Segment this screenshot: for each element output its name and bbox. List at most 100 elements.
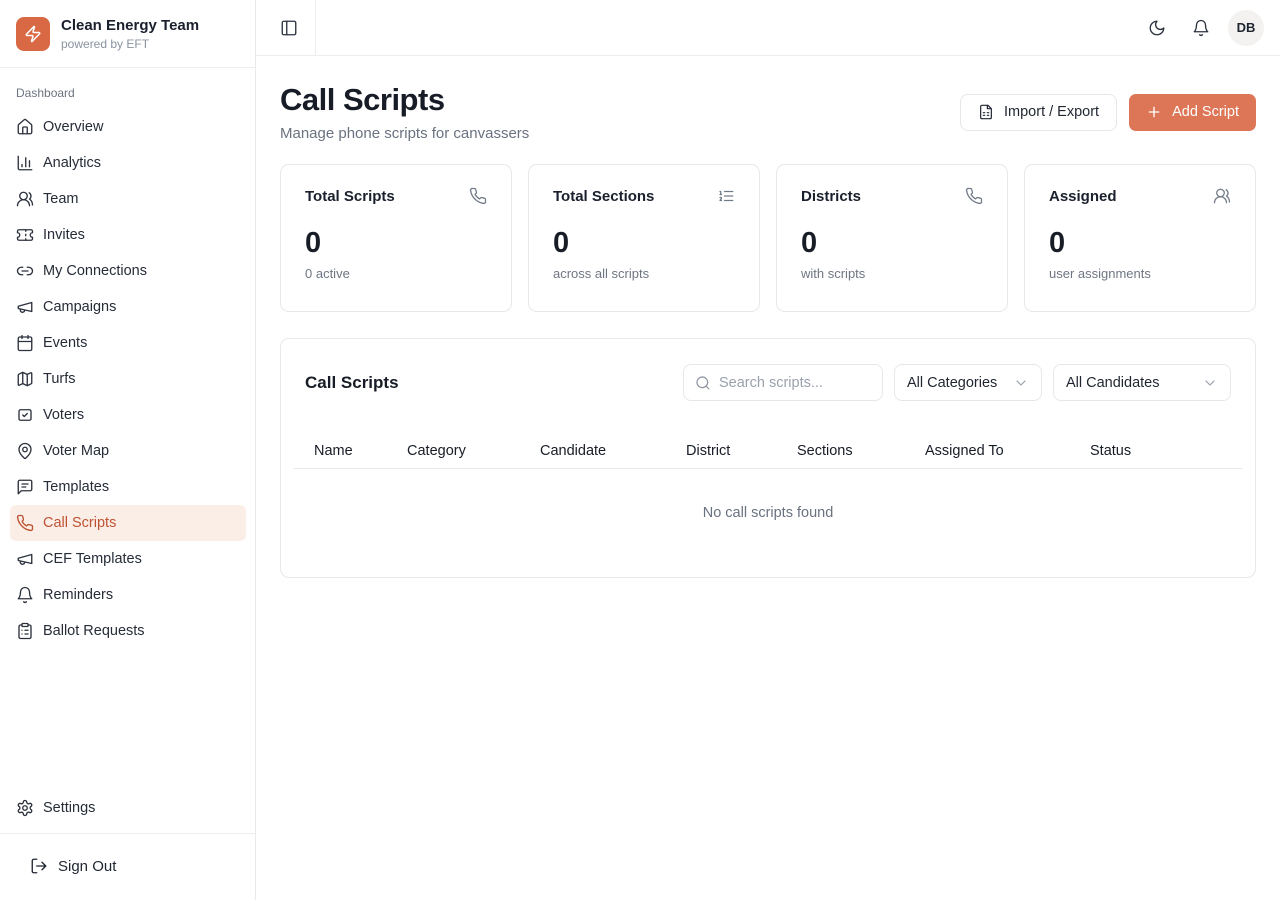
gear-icon [16,799,34,817]
sidebar-item-overview[interactable]: Overview [10,109,246,145]
sidebar-item-label: Call Scripts [43,515,117,531]
sidebar-item-voters[interactable]: Voters [10,397,246,433]
scripts-table: Name Category Candidate District Section… [294,431,1242,555]
import-export-label: Import / Export [1004,104,1100,120]
column-header-sections: Sections [789,431,917,469]
sidebar-item-voter-map[interactable]: Voter Map [10,433,246,469]
category-filter-select[interactable]: All Categories [894,364,1042,401]
panel-filters: All Categories All Candidates [683,364,1231,401]
page-title: Call Scripts [280,82,445,117]
chevron-down-icon [1202,375,1218,391]
sidebar-item-label: CEF Templates [43,551,142,567]
panel-left-icon [280,19,298,37]
megaphone-icon [16,550,34,568]
empty-state-row: No call scripts found [294,469,1242,556]
stat-subtitle: with scripts [801,266,866,281]
main-content: Call Scripts Manage phone scripts for ca… [256,56,1280,578]
column-header-district: District [678,431,789,469]
stat-subtitle: 0 active [305,266,350,281]
panel-title: Call Scripts [305,372,399,392]
column-header-candidate: Candidate [532,431,678,469]
column-header-name: Name [294,431,399,469]
stat-value: 0 [553,227,570,259]
page-subtitle: Manage phone scripts for canvassers [280,125,530,142]
column-header-category: Category [399,431,532,469]
sidebar-item-invites[interactable]: Invites [10,217,246,253]
stat-card-total-scripts: Total Scripts 0 0 active [280,164,512,312]
sidebar-item-cef-templates[interactable]: CEF Templates [10,541,246,577]
theme-toggle-button[interactable] [1140,11,1174,45]
sidebar-item-analytics[interactable]: Analytics [10,145,246,181]
notifications-button[interactable] [1184,11,1218,45]
stat-subtitle: user assignments [1049,266,1151,281]
topbar: DB [256,0,1280,56]
phone-icon [469,187,487,205]
link-icon [16,262,34,280]
phone-icon [16,514,34,532]
page-actions: Import / Export Add Script [960,93,1256,131]
sidebar-item-templates[interactable]: Templates [10,469,246,505]
sidebar-item-settings[interactable]: Settings [10,790,246,826]
candidate-filter-select[interactable]: All Candidates [1053,364,1231,401]
stat-value: 0 [1049,227,1066,259]
sidebar-item-campaigns[interactable]: Campaigns [10,289,246,325]
home-icon [16,118,34,136]
panel-header: Call Scripts All Categories All Candidat… [281,339,1255,401]
sidebar-item-label: My Connections [43,263,147,279]
sidebar-item-ballot-requests[interactable]: Ballot Requests [10,613,246,649]
stat-card-total-sections: Total Sections 0 across all scripts [528,164,760,312]
sidebar-item-label: Invites [43,227,85,243]
sidebar-item-label: Overview [43,119,104,135]
calendar-icon [16,334,34,352]
message-square-icon [16,478,34,496]
file-icon [978,104,994,120]
brand-header: Clean Energy Team powered by EFT [0,0,255,68]
avatar[interactable]: DB [1228,9,1264,46]
stat-card-assigned: Assigned 0 user assignments [1024,164,1256,312]
sidebar-item-events[interactable]: Events [10,325,246,361]
zap-icon [24,25,42,43]
sidebar-item-label: Events [43,335,88,351]
category-filter-value: All Categories [907,374,998,391]
bar-chart-icon [16,154,34,172]
sign-out-button[interactable]: Sign Out [16,849,239,883]
search-input[interactable] [719,374,871,391]
sidebar-item-team[interactable]: Team [10,181,246,217]
sidebar-item-label: Campaigns [43,299,117,315]
map-pin-icon [16,442,34,460]
brand-name: Clean Energy Team [61,16,200,34]
megaphone-icon [16,298,34,316]
stat-title: Total Scripts [305,187,395,205]
nav-section-label: Dashboard [16,86,75,100]
sidebar-item-label: Turfs [43,371,76,387]
sidebar-item-label: Templates [43,479,110,495]
sidebar-item-my-connections[interactable]: My Connections [10,253,246,289]
table-header-row: Name Category Candidate District Section… [294,431,1242,469]
sidebar-nav: Dashboard Overview Analytics Team Invite… [0,68,255,833]
add-script-button[interactable]: Add Script [1129,93,1256,131]
topbar-divider [315,0,316,55]
users-icon [1213,187,1231,205]
sidebar-item-reminders[interactable]: Reminders [10,577,246,613]
sign-out-label: Sign Out [58,857,117,875]
topbar-actions: DB [1140,9,1264,46]
stat-value: 0 [305,227,322,259]
candidate-filter-value: All Candidates [1066,374,1160,391]
stats-row: Total Scripts 0 0 active Total Sections … [280,164,1256,312]
brand-text: Clean Energy Team powered by EFT [61,17,199,51]
import-export-button[interactable]: Import / Export [960,93,1118,131]
search-box [683,364,883,401]
sidebar-item-label: Reminders [43,587,114,603]
column-header-status: Status [1082,431,1242,469]
page-header-text: Call Scripts Manage phone scripts for ca… [280,82,529,142]
sidebar-item-turfs[interactable]: Turfs [10,361,246,397]
search-icon [695,375,711,391]
sidebar-toggle-button[interactable] [272,11,306,45]
stat-title: Districts [801,187,862,205]
sidebar-item-call-scripts[interactable]: Call Scripts [10,505,246,541]
scripts-table-wrap: Name Category Candidate District Section… [294,431,1242,555]
plus-icon [1146,104,1162,120]
nav-spacer [0,649,255,790]
brand-tagline: powered by EFT [61,36,150,51]
empty-state-message: No call scripts found [702,505,834,521]
